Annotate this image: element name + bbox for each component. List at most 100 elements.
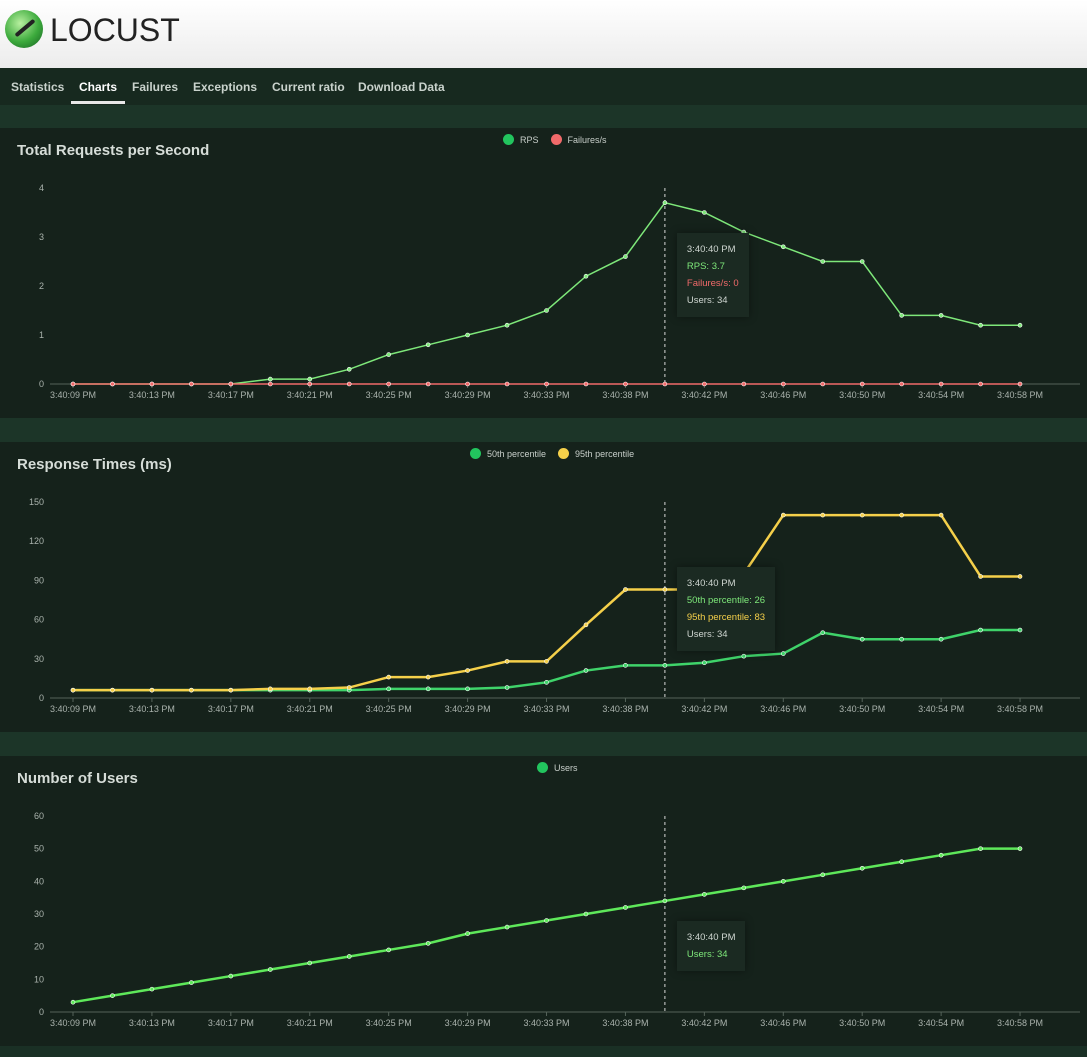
divider (0, 732, 1087, 756)
data-point (978, 846, 983, 851)
legend-dot-icon[interactable] (550, 134, 562, 145)
data-point (307, 376, 313, 382)
data-point (780, 244, 786, 250)
tab-failures[interactable]: Failures (132, 80, 179, 94)
tab-current-ratio[interactable]: Current ratio (272, 80, 345, 94)
legend-dot-icon[interactable] (470, 448, 481, 459)
data-point (583, 273, 589, 279)
x-tick-label: 3:40:17 PM (208, 1018, 254, 1028)
x-tick-label: 3:40:50 PM (839, 390, 885, 400)
data-point (307, 960, 313, 966)
legend-dot-icon[interactable] (503, 134, 514, 145)
x-tick-label: 3:40:21 PM (287, 1018, 333, 1028)
data-point (189, 381, 194, 387)
data-point (1017, 381, 1023, 387)
data-point (583, 622, 589, 628)
data-point (662, 663, 668, 668)
y-tick-label: 20 (34, 942, 44, 952)
locust-logo-icon[interactable] (5, 10, 43, 48)
x-tick-label: 3:40:09 PM (50, 1018, 96, 1028)
tab-statistics[interactable]: Statistics (11, 80, 65, 94)
legend-dot-icon[interactable] (537, 762, 548, 773)
data-point (504, 322, 510, 328)
data-point (820, 259, 826, 264)
chart-plot: 0 10 20 30 40 50 60 3:40:09 PM 3:40:13 PM 3:40:17… (34, 811, 1080, 1028)
chart-legend: RPS Failures/s (503, 134, 613, 145)
legend-dot-icon[interactable] (558, 448, 570, 459)
x-tick-label: 3:40:38 PM (602, 704, 648, 714)
data-point (938, 381, 944, 387)
data-point (978, 574, 983, 579)
data-point (465, 332, 470, 338)
data-point (780, 879, 786, 884)
x-tick-label: 3:40:33 PM (524, 704, 570, 714)
data-point (899, 859, 904, 865)
data-point (110, 381, 115, 387)
data-point (859, 865, 865, 871)
x-tick-label: 3:40:13 PM (129, 390, 175, 400)
chart-tooltip: 3:40:40 PM Users: 34 (676, 921, 746, 971)
data-point (228, 687, 234, 693)
tooltip-line: RPS: 3.7 (686, 261, 725, 272)
x-tick-label: 3:40:42 PM (681, 704, 727, 714)
tooltip-line: 95th percentile: 83 (686, 612, 766, 623)
chart-title: Total Requests per Second (17, 142, 210, 159)
data-point (386, 352, 391, 357)
data-point (583, 911, 589, 917)
data-point (110, 687, 115, 693)
data-point (425, 941, 431, 946)
x-tick-label: 3:40:13 PM (129, 704, 175, 714)
tooltip-time: 3:40:40 PM (686, 244, 736, 255)
data-point (1017, 574, 1023, 579)
data-point (938, 313, 944, 318)
data-point (70, 687, 76, 693)
x-tick-label: 3:40:38 PM (602, 390, 648, 400)
chart-plot: 0 30 60 90 120 150 3:40:09 PM 3:40:13 PM 3:40:17… (29, 497, 1080, 714)
legend-label[interactable]: 95th percentile (575, 448, 635, 459)
tab-download-data[interactable]: Download Data (358, 80, 445, 94)
y-tick-label: 90 (34, 575, 44, 585)
data-point (386, 381, 391, 387)
data-point (859, 512, 865, 518)
data-point (938, 512, 944, 518)
data-point (583, 381, 589, 387)
chart-legend: 50th percentile 95th percentile (470, 448, 640, 459)
brand-name[interactable]: LOCUST (50, 12, 180, 48)
data-point (1017, 627, 1023, 633)
legend-label[interactable]: Users (554, 762, 578, 773)
data-point (267, 376, 273, 382)
y-tick-label: 3 (39, 232, 44, 242)
tooltip-line: Failures/s: 0 (686, 278, 739, 289)
data-point (623, 381, 628, 387)
tab-exceptions[interactable]: Exceptions (193, 80, 258, 94)
x-tick-label: 3:40:09 PM (50, 704, 96, 714)
legend-label[interactable]: Failures/s (567, 134, 607, 145)
data-point (465, 381, 470, 387)
legend-label[interactable]: RPS (520, 134, 539, 145)
data-point (70, 381, 76, 387)
tab-charts[interactable]: Charts (70, 80, 126, 104)
data-point (465, 668, 470, 673)
data-point (938, 636, 944, 642)
legend-label[interactable]: 50th percentile (487, 448, 547, 459)
chart-title: Response Times (ms) (17, 456, 172, 473)
y-tick-label: 60 (34, 615, 44, 625)
x-tick-label: 3:40:25 PM (366, 390, 412, 400)
tooltip-line: Users: 34 (686, 629, 728, 640)
data-point (859, 636, 865, 642)
y-tick-label: 150 (29, 497, 44, 507)
x-tick-label: 3:40:17 PM (208, 390, 254, 400)
y-tick-label: 30 (34, 909, 44, 919)
data-point (702, 892, 707, 897)
data-point (741, 653, 747, 659)
x-tick-label: 3:40:58 PM (997, 390, 1043, 400)
data-point (267, 967, 273, 972)
y-tick-label: 0 (39, 693, 44, 703)
y-tick-label: 1 (39, 330, 44, 340)
data-point (346, 381, 352, 387)
x-tick-label: 3:40:38 PM (602, 1018, 648, 1028)
data-point (504, 381, 510, 387)
data-point (741, 885, 747, 891)
x-tick-label: 3:40:21 PM (287, 390, 333, 400)
data-point (544, 381, 549, 387)
